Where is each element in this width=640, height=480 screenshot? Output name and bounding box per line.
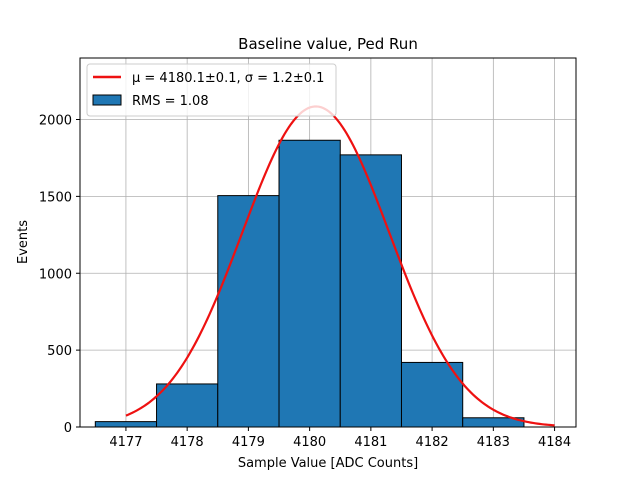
x-tick-label: 4177 [109, 435, 142, 450]
chart-title: Baseline value, Ped Run [238, 35, 418, 53]
histogram-bars [94, 139, 525, 428]
x-tick-label: 4180 [293, 435, 326, 450]
histogram-bar-2 [217, 195, 280, 428]
x-tick-label: 4178 [171, 435, 204, 450]
y-axis-label: Events [16, 220, 31, 264]
histogram-bar-4 [339, 154, 402, 428]
legend-box [86, 63, 337, 117]
gaussian-fit-curve [125, 105, 555, 427]
legend-hist-swatch [92, 94, 122, 106]
plot-area-frame [79, 57, 577, 428]
legend-fit-label: μ = 4180.1±0.1, σ = 1.2±0.1 [132, 71, 324, 86]
y-tick-label: 2000 [39, 114, 72, 129]
x-tick-label: 4183 [477, 435, 510, 450]
y-tick-label: 500 [47, 344, 72, 359]
x-axis-ticks: 4177 4178 4179 4180 4181 4182 4183 4184 [109, 427, 571, 450]
x-tick-label: 4181 [354, 435, 387, 450]
legend-hist-label: RMS = 1.08 [132, 94, 209, 109]
y-tick-label: 0 [64, 421, 72, 436]
y-tick-label: 1000 [39, 267, 72, 282]
fit-curve-layer [125, 105, 555, 427]
x-tick-label: 4182 [416, 435, 449, 450]
legend: μ = 4180.1±0.1, σ = 1.2±0.1 RMS = 1.08 [86, 63, 337, 117]
x-axis-label: Sample Value [ADC Counts] [238, 456, 418, 471]
y-axis-ticks: 0 500 1000 1500 2000 [39, 114, 80, 436]
legend-fit-label-sigma: σ = 1.2±0.1 [245, 71, 325, 86]
histogram-bar-1 [156, 383, 219, 428]
histogram-bar-5 [400, 361, 464, 428]
legend-fit-label-mu: μ = 4180.1±0.1, [132, 71, 245, 86]
y-tick-label: 1500 [39, 190, 72, 205]
histogram-bar-3 [278, 139, 341, 428]
histogram-bar-0 [94, 421, 158, 428]
x-tick-label: 4179 [232, 435, 265, 450]
x-tick-label: 4184 [538, 435, 571, 450]
